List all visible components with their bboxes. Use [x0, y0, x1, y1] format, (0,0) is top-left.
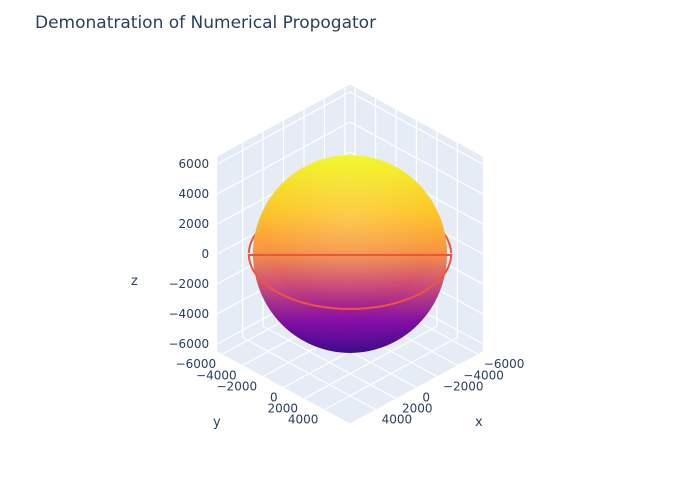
- y-tick-label: −4000: [196, 368, 237, 382]
- x-tick-label: −4000: [463, 368, 504, 382]
- y-tick-label: 0: [270, 391, 278, 405]
- grid-line-z-right: [349, 91, 484, 165]
- x-axis-label: x: [475, 415, 483, 430]
- z-tick-label: −6000: [169, 337, 210, 351]
- z-tick-label: −4000: [169, 307, 210, 321]
- z-tick-label: 0: [201, 247, 209, 261]
- orbit-line-segment: [247, 254, 453, 310]
- y-axis-label: y: [213, 415, 221, 430]
- grid-line-z-right: [349, 121, 484, 195]
- orbit-line-front: [247, 254, 453, 310]
- z-tick-label: 4000: [179, 187, 210, 201]
- x-tick-label: 4000: [382, 413, 413, 427]
- y-tick-label: −2000: [217, 379, 258, 393]
- y-tick-label: 4000: [288, 413, 319, 427]
- grid-line-z-left: [216, 91, 351, 165]
- z-tick-label: 6000: [179, 157, 210, 171]
- z-tick-label: −2000: [169, 277, 210, 291]
- grid-line-y-floor: [303, 325, 438, 400]
- x-tick-label: −2000: [443, 379, 484, 393]
- x-tick-label: −6000: [484, 357, 525, 371]
- grid-line-y-floor: [324, 336, 458, 411]
- z-axis-label: z: [131, 274, 138, 289]
- y-tick-label: −6000: [176, 357, 217, 371]
- tick-labels: −6000−4000−20000200040006000−6000−4000−2…: [169, 157, 525, 427]
- x-tick-label: 2000: [402, 402, 433, 416]
- grid-line-z-left: [216, 121, 351, 195]
- chart-title: Demonatration of Numerical Propogator: [35, 13, 377, 33]
- x-tick-label: 0: [422, 391, 430, 405]
- y-tick-label: 2000: [267, 402, 298, 416]
- z-tick-label: 2000: [179, 217, 210, 231]
